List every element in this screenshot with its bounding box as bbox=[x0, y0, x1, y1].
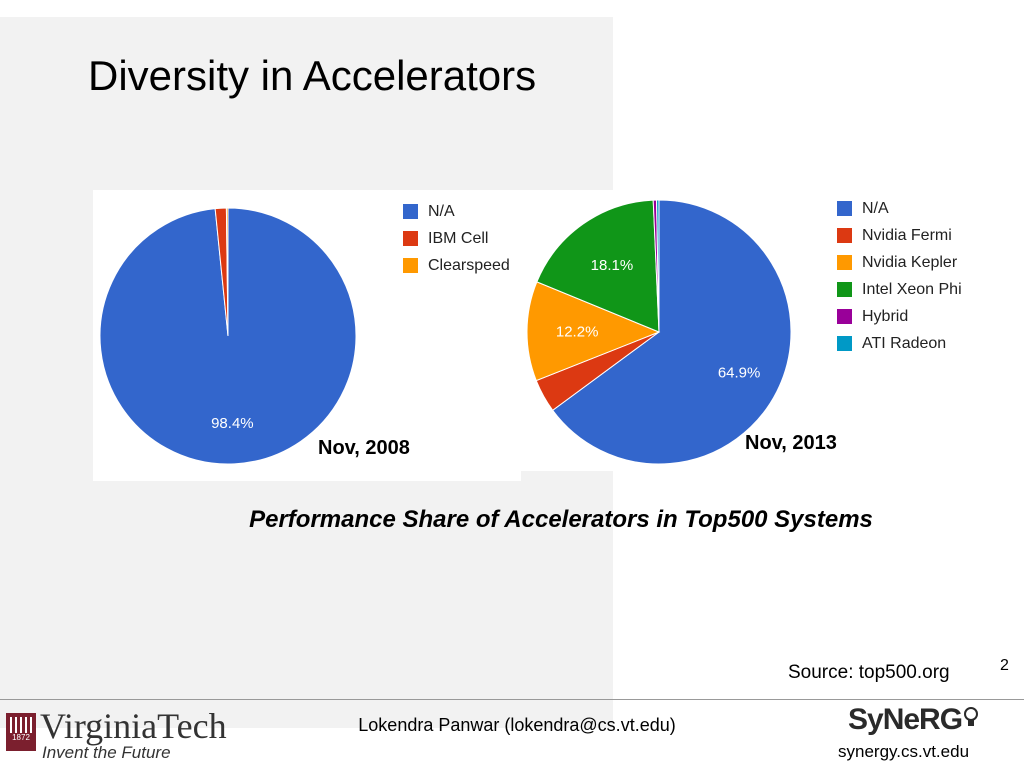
vt-wordmark: VirginiaTech bbox=[40, 706, 227, 746]
legend-label: N/A bbox=[862, 199, 889, 217]
legend-label: IBM Cell bbox=[428, 229, 489, 247]
virginia-tech-logo: 1872 VirginiaTech Invent the Future bbox=[6, 706, 246, 765]
legend-label: ATI Radeon bbox=[862, 334, 947, 352]
synerg-wordmark: SyNeRG bbox=[848, 703, 963, 736]
legend-swatch bbox=[403, 258, 418, 273]
vt-tagline: Invent the Future bbox=[42, 743, 171, 762]
pie-slice-ati-radeon bbox=[656, 199, 660, 333]
page-number: 2 bbox=[1000, 657, 1009, 674]
pie-chart-2008: 98.4% N/A IBM Cell Clearspeed bbox=[93, 190, 521, 481]
pie-slice-clearspeed bbox=[225, 207, 229, 337]
legend-item: Clearspeed bbox=[403, 252, 510, 279]
synerg-url: synergy.cs.vt.edu bbox=[838, 742, 970, 761]
legend-swatch bbox=[837, 228, 852, 243]
legend-label: Intel Xeon Phi bbox=[862, 280, 962, 298]
slice-value-label: 98.4% bbox=[211, 415, 254, 432]
legend-label: N/A bbox=[428, 202, 455, 220]
slice-value-label: 12.2% bbox=[556, 323, 599, 340]
legend-swatch bbox=[403, 231, 418, 246]
pie-slice-n-a bbox=[551, 199, 792, 465]
legend-item: Intel Xeon Phi bbox=[837, 276, 962, 303]
legend-swatch bbox=[837, 201, 852, 216]
legend-item: Nvidia Fermi bbox=[837, 222, 962, 249]
pie-2013-svg: 64.9% 12.2% 18.1% bbox=[526, 199, 792, 465]
chart-title-2013: Nov, 2013 bbox=[745, 432, 837, 454]
slide-title: Diversity in Accelerators bbox=[88, 52, 537, 99]
legend-item: Nvidia Kepler bbox=[837, 249, 962, 276]
legend-item: IBM Cell bbox=[403, 225, 510, 252]
synerg-logo: SyNeRG bbox=[848, 703, 979, 737]
legend-label: Hybrid bbox=[862, 307, 909, 325]
legend-item: N/A bbox=[403, 198, 510, 225]
slice-value-label: 64.9% bbox=[718, 364, 761, 381]
legend-swatch bbox=[837, 282, 852, 297]
chart-title-2008: Nov, 2008 bbox=[318, 437, 410, 459]
pie-2008-svg: 98.4% bbox=[99, 207, 357, 465]
legend-item: N/A bbox=[837, 195, 962, 222]
author-credit: Lokendra Panwar (lokendra@cs.vt.edu) bbox=[358, 715, 676, 735]
lightbulb-icon bbox=[964, 707, 979, 726]
legend-label: Clearspeed bbox=[428, 256, 510, 274]
pie-slice-nvidia-kepler bbox=[526, 281, 661, 382]
legend-label: Nvidia Kepler bbox=[862, 253, 958, 271]
footer-divider bbox=[0, 699, 1024, 700]
vt-seal-icon: 1872 bbox=[6, 713, 36, 751]
legend-swatch bbox=[837, 336, 852, 351]
legend-swatch bbox=[403, 204, 418, 219]
slice-value-label: 18.1% bbox=[591, 257, 634, 274]
pie-slice-intel-xeon-phi bbox=[536, 199, 660, 333]
legend-2008: N/A IBM Cell Clearspeed bbox=[403, 198, 510, 279]
legend-item: ATI Radeon bbox=[837, 330, 962, 357]
legend-swatch bbox=[837, 309, 852, 324]
source-note: Source: top500.org bbox=[788, 662, 950, 683]
legend-swatch bbox=[837, 255, 852, 270]
figure-caption: Performance Share of Accelerators in Top… bbox=[249, 506, 873, 533]
legend-item: Hybrid bbox=[837, 303, 962, 330]
legend-label: Nvidia Fermi bbox=[862, 226, 952, 244]
pie-chart-2013: 64.9% 12.2% 18.1% N/A Nvidia Fermi Nvidia Ke… bbox=[521, 190, 991, 471]
legend-2013: N/A Nvidia Fermi Nvidia Kepler Intel Xeon P… bbox=[837, 195, 962, 357]
